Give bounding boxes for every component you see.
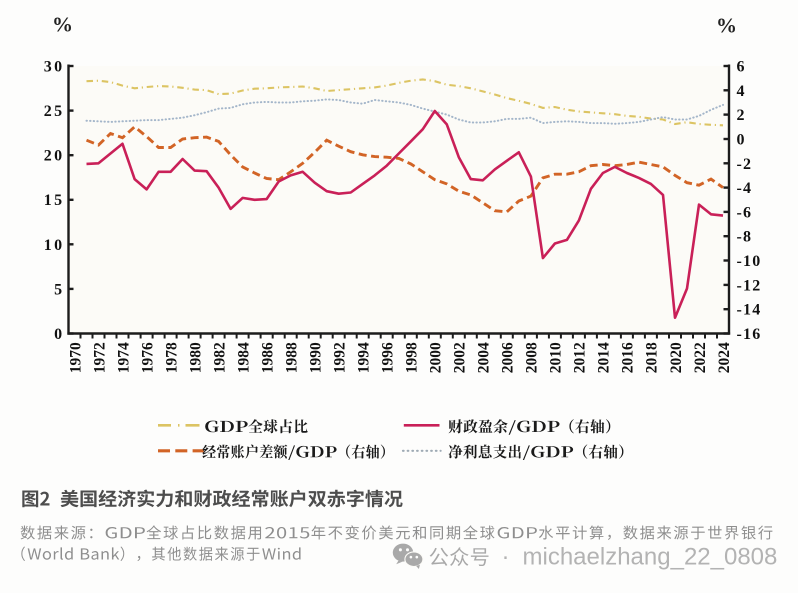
svg-text:25: 25 bbox=[44, 103, 65, 120]
svg-text:1984: 1984 bbox=[235, 342, 252, 373]
svg-text:30: 30 bbox=[44, 59, 65, 76]
svg-text:1976: 1976 bbox=[139, 342, 156, 373]
svg-text:·: · bbox=[502, 543, 510, 570]
svg-text:2: 2 bbox=[737, 107, 746, 124]
svg-text:michaelzhang_22_0808: michaelzhang_22_0808 bbox=[523, 543, 778, 570]
svg-text:15: 15 bbox=[44, 192, 65, 209]
svg-text:1980: 1980 bbox=[187, 342, 204, 373]
svg-text:2004: 2004 bbox=[476, 342, 493, 373]
svg-text:0: 0 bbox=[54, 326, 64, 343]
svg-text:1972: 1972 bbox=[91, 342, 108, 373]
svg-text:1970: 1970 bbox=[67, 342, 84, 373]
svg-text:2006: 2006 bbox=[500, 342, 517, 373]
svg-text:1978: 1978 bbox=[163, 342, 180, 373]
svg-text:-2: -2 bbox=[737, 156, 753, 173]
svg-text:10: 10 bbox=[44, 237, 65, 254]
svg-text:1986: 1986 bbox=[259, 342, 276, 373]
svg-text:-14: -14 bbox=[737, 302, 762, 319]
svg-text:0: 0 bbox=[737, 132, 746, 149]
svg-text:1998: 1998 bbox=[404, 342, 421, 373]
svg-text:2000: 2000 bbox=[428, 342, 445, 373]
svg-text:1990: 1990 bbox=[308, 342, 325, 373]
svg-text:1994: 1994 bbox=[356, 342, 373, 373]
svg-text:-16: -16 bbox=[737, 326, 762, 343]
svg-text:2018: 2018 bbox=[644, 342, 661, 373]
svg-text:1996: 1996 bbox=[380, 342, 397, 373]
svg-text:2020: 2020 bbox=[668, 342, 685, 373]
svg-text:1982: 1982 bbox=[211, 342, 228, 373]
svg-text:2008: 2008 bbox=[524, 342, 541, 373]
svg-text:4: 4 bbox=[737, 83, 746, 100]
svg-text:6: 6 bbox=[737, 59, 746, 76]
svg-text:5: 5 bbox=[54, 281, 64, 298]
svg-text:2016: 2016 bbox=[620, 342, 637, 373]
svg-text:%: % bbox=[52, 13, 73, 37]
svg-text:-10: -10 bbox=[737, 253, 762, 270]
svg-text:2024: 2024 bbox=[716, 342, 733, 373]
svg-text:2002: 2002 bbox=[452, 342, 469, 373]
svg-text:-4: -4 bbox=[737, 180, 753, 197]
svg-text:1974: 1974 bbox=[115, 342, 132, 373]
svg-text:2012: 2012 bbox=[572, 342, 589, 373]
svg-text:-12: -12 bbox=[737, 277, 762, 294]
svg-text:-8: -8 bbox=[737, 229, 753, 246]
svg-text:1992: 1992 bbox=[332, 342, 349, 373]
svg-text:%: % bbox=[716, 14, 737, 38]
svg-text:2022: 2022 bbox=[692, 342, 709, 373]
svg-text:2010: 2010 bbox=[548, 342, 565, 373]
svg-text:1988: 1988 bbox=[284, 342, 301, 373]
svg-text:2014: 2014 bbox=[596, 342, 613, 373]
svg-text:-6: -6 bbox=[737, 204, 753, 221]
svg-text:20: 20 bbox=[44, 148, 65, 165]
